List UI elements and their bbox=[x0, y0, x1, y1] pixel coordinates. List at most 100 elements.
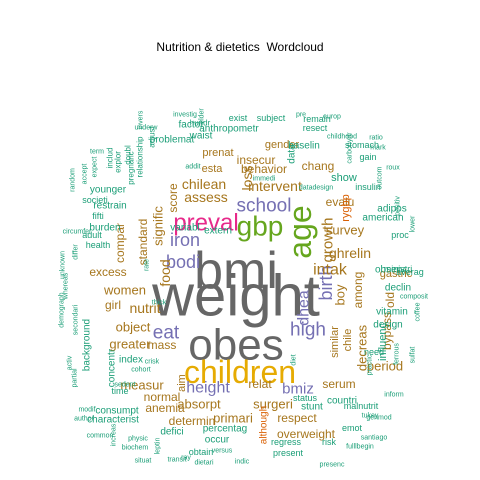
word-includ: includ bbox=[106, 148, 115, 169]
word-status: status bbox=[293, 393, 318, 403]
word-increas: increas bbox=[111, 423, 118, 446]
word-transit: transit bbox=[167, 457, 186, 464]
word-stunt: stunt bbox=[301, 402, 323, 413]
word-boy: boy bbox=[333, 284, 348, 305]
word-explor: explor bbox=[114, 151, 123, 173]
word-gbp: gbp bbox=[237, 211, 284, 242]
word-health: health bbox=[86, 240, 111, 250]
word-bodi: bodi bbox=[166, 252, 200, 272]
word-practic: practic bbox=[367, 354, 374, 375]
word-averag: averag bbox=[396, 267, 424, 277]
word-normal: normal bbox=[144, 390, 181, 404]
word-defici: defici bbox=[160, 427, 183, 438]
word-hundr: hundr bbox=[190, 119, 211, 128]
word-chilean: chilean bbox=[182, 176, 226, 192]
word-children: children bbox=[184, 354, 296, 390]
word-circumfer: circumfer bbox=[63, 229, 92, 236]
word-food: food bbox=[157, 259, 173, 286]
word-weight: weight bbox=[151, 264, 320, 329]
word-nutrit: nutrit bbox=[129, 300, 160, 316]
word-presenc: presenc bbox=[320, 462, 345, 469]
word-chile: chile bbox=[342, 329, 354, 352]
word-women: women bbox=[103, 283, 146, 298]
word-doubl: doubl bbox=[124, 145, 133, 165]
word-concentr: concentr bbox=[107, 348, 118, 387]
word-influenc: influenc bbox=[377, 323, 389, 361]
word-eat: eat bbox=[153, 323, 180, 344]
word-elder: elder bbox=[199, 108, 206, 124]
word-consumpt: consumpt bbox=[95, 406, 139, 417]
word-decreas: decreas bbox=[355, 324, 370, 371]
word-exist: exist bbox=[229, 113, 248, 123]
word-surgeri: surgeri bbox=[253, 397, 293, 412]
word-girl: girl bbox=[105, 298, 121, 312]
word-pregnanc: pregnanc bbox=[127, 151, 136, 184]
word-secondari: secondari bbox=[73, 304, 80, 335]
word-loss: loss bbox=[239, 166, 255, 191]
word-unknown: unknown bbox=[60, 251, 67, 279]
word-societi: societi bbox=[82, 195, 108, 205]
word-standard: standard bbox=[136, 219, 150, 266]
word-santiago: santiago bbox=[361, 435, 388, 442]
word-school: school bbox=[237, 196, 292, 217]
word-physic: physic bbox=[128, 436, 148, 443]
word-thick: thick bbox=[152, 300, 167, 307]
word-variabl: variabl bbox=[170, 223, 199, 234]
word-obtain: obtain bbox=[189, 447, 214, 457]
word-sulfat: sulfat bbox=[410, 347, 417, 364]
word-addit: addit bbox=[185, 164, 200, 171]
word-obes: obes bbox=[188, 321, 283, 370]
word-younger: younger bbox=[90, 185, 127, 196]
word-ghrelin: ghrelin bbox=[329, 245, 371, 261]
word-ratio: ratio bbox=[369, 135, 383, 142]
word-immedi: immedi bbox=[253, 176, 276, 183]
word-intak: intak bbox=[313, 262, 348, 279]
word-carbohydr: carbohydr bbox=[347, 132, 354, 164]
word-occur: occur bbox=[205, 435, 230, 446]
word-gender: gender bbox=[265, 139, 300, 151]
word-gain: gain bbox=[359, 152, 376, 162]
word-birth: birth bbox=[316, 265, 336, 300]
word-mass: mass bbox=[148, 338, 177, 352]
word-primari: primari bbox=[213, 411, 253, 426]
word-excess: excess bbox=[89, 265, 126, 279]
word-problemat: problemat bbox=[150, 135, 195, 146]
word-pre: pre bbox=[296, 112, 306, 119]
word-sedent: sedent bbox=[114, 382, 135, 389]
word-dhea: dhea bbox=[296, 290, 313, 326]
word-overweight: overweight bbox=[277, 427, 336, 441]
word-relat: relat bbox=[248, 377, 272, 391]
word-baselin: baselin bbox=[288, 141, 320, 152]
word-height: height bbox=[186, 380, 230, 397]
word-score: score bbox=[166, 183, 180, 213]
word-proc: proc bbox=[391, 230, 409, 240]
word-ministri: ministri bbox=[384, 264, 413, 274]
word-time: time bbox=[111, 386, 128, 396]
word-positiv: positiv bbox=[395, 196, 402, 216]
word-determin: determin bbox=[169, 414, 216, 428]
word-data: data bbox=[287, 144, 298, 164]
word-extern: extern bbox=[204, 226, 232, 237]
word-demograph: demograph bbox=[59, 292, 66, 328]
word-activ: activ bbox=[67, 355, 74, 370]
word-high: high bbox=[290, 320, 326, 341]
word-old: old bbox=[383, 292, 397, 308]
word-iron: iron bbox=[170, 230, 200, 250]
word-compar: compar bbox=[113, 223, 127, 263]
word-observ: observ bbox=[375, 265, 405, 276]
word-leptin: leptin bbox=[155, 438, 162, 455]
word-tukey: tukey bbox=[362, 413, 379, 420]
word-countri: countri bbox=[327, 396, 357, 407]
word-crisk: crisk bbox=[145, 359, 160, 366]
word-greater: greater bbox=[109, 337, 151, 352]
word-author: author bbox=[74, 416, 95, 423]
word-show: show bbox=[331, 172, 357, 184]
word-childhood: childhood bbox=[327, 134, 357, 141]
chart-title: Nutrition & dietetics Wordcloud bbox=[156, 40, 324, 54]
word-among: among bbox=[351, 272, 365, 309]
word-measur: measur bbox=[120, 378, 164, 393]
word-esta: esta bbox=[202, 163, 224, 175]
word-europ: europ bbox=[323, 114, 341, 121]
word-outcom: outcom bbox=[377, 166, 384, 189]
